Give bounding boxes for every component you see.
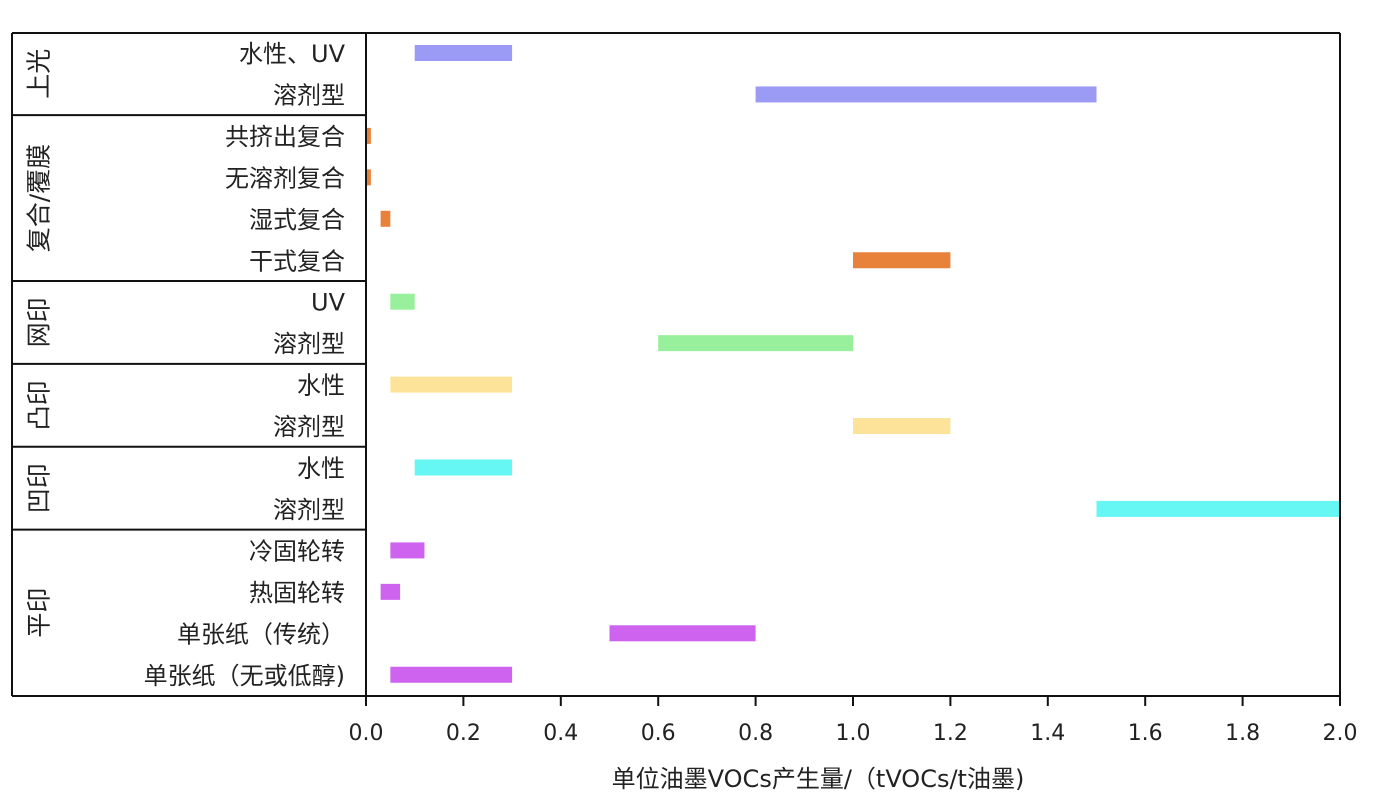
bar [853, 252, 951, 269]
group-label: 平印 [25, 588, 54, 638]
bar [609, 625, 756, 642]
bar [390, 293, 415, 310]
category-label: 湿式复合 [249, 206, 345, 234]
x-axis-title: 单位油墨VOCs产生量/（tVOCs/t油墨) [612, 765, 1025, 793]
group-label: 上光 [25, 49, 54, 99]
category-label: 单张纸（无或低醇) [144, 662, 345, 690]
category-label: 溶剂型 [273, 81, 345, 109]
x-tick-label: 0.0 [349, 721, 384, 746]
x-tick-label: 0.8 [738, 721, 773, 746]
bar [390, 376, 513, 393]
category-label: 热固轮转 [249, 579, 345, 607]
category-label: 无溶剂复合 [225, 164, 345, 192]
category-label: 溶剂型 [273, 330, 345, 358]
group-label: 凹印 [25, 463, 54, 513]
bar [390, 542, 425, 559]
bar [1096, 500, 1340, 517]
x-tick-label: 1.6 [1128, 721, 1163, 746]
x-tick-label: 0.2 [446, 721, 481, 746]
category-label: UV [311, 289, 346, 317]
bar [380, 210, 391, 227]
x-tick-label: 1.8 [1225, 721, 1260, 746]
category-label: 溶剂型 [273, 496, 345, 524]
x-tick-label: 1.4 [1030, 721, 1065, 746]
category-label: 水性 [297, 372, 345, 400]
category-label: 水性 [297, 455, 345, 483]
category-label: 共挤出复合 [225, 123, 345, 151]
x-tick-label: 2.0 [1323, 721, 1358, 746]
x-tick-label: 0.4 [543, 721, 578, 746]
bar [414, 45, 513, 61]
bar [366, 169, 371, 186]
category-label: 冷固轮转 [249, 537, 345, 565]
group-label: 凸印 [25, 380, 54, 430]
bar [755, 86, 1097, 103]
category-label: 干式复合 [249, 247, 345, 275]
bar [390, 666, 513, 683]
group-label: 复合/覆膜 [25, 144, 54, 252]
group-label: 网印 [25, 297, 54, 347]
bar [853, 418, 951, 435]
category-label: 单张纸（传统） [177, 620, 345, 648]
bar [658, 335, 853, 352]
bar [366, 127, 371, 144]
category-label: 水性、UV [239, 40, 346, 68]
category-label: 溶剂型 [273, 413, 345, 441]
category-labels: 水性、UV溶剂型共挤出复合无溶剂复合湿式复合干式复合UV溶剂型水性溶剂型水性溶剂… [144, 40, 346, 690]
bar [414, 459, 513, 476]
x-tick-label: 1.0 [836, 721, 871, 746]
bar [380, 583, 401, 600]
x-tick-label: 0.6 [641, 721, 676, 746]
plot-frame [11, 32, 1341, 697]
x-axis-ticks: 0.0 0.2 0.4 0.6 0.8 1.0 1.2 1.4 1.6 1.8 2.0 [349, 696, 1358, 746]
x-tick-label: 1.2 [933, 721, 968, 746]
bars-layer [366, 45, 1340, 683]
